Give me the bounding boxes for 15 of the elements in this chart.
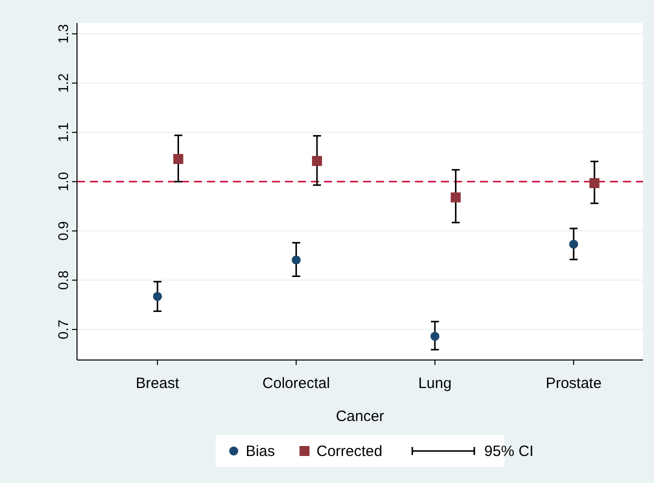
y-tick-label: 0.7 <box>55 320 71 340</box>
y-tick-label: 1.3 <box>55 24 71 44</box>
y-tick-label: 0.8 <box>55 270 71 290</box>
y-tick-label: 1.1 <box>55 122 71 142</box>
x-tick-label: Prostate <box>546 375 602 392</box>
y-tick-label: 0.9 <box>55 220 71 241</box>
x-tick-label: Breast <box>136 375 180 392</box>
legend-label: Corrected <box>316 443 382 460</box>
text: 95% CI <box>484 443 534 460</box>
legend-label: Bias <box>246 443 275 460</box>
x-axis-title: Cancer <box>336 408 384 425</box>
x-tick-label: Lung <box>418 375 452 392</box>
x-tick-label: Colorectal <box>262 375 330 392</box>
y-tick-label: 1.2 <box>55 73 71 93</box>
y-tick-label: 1.0 <box>55 172 71 192</box>
